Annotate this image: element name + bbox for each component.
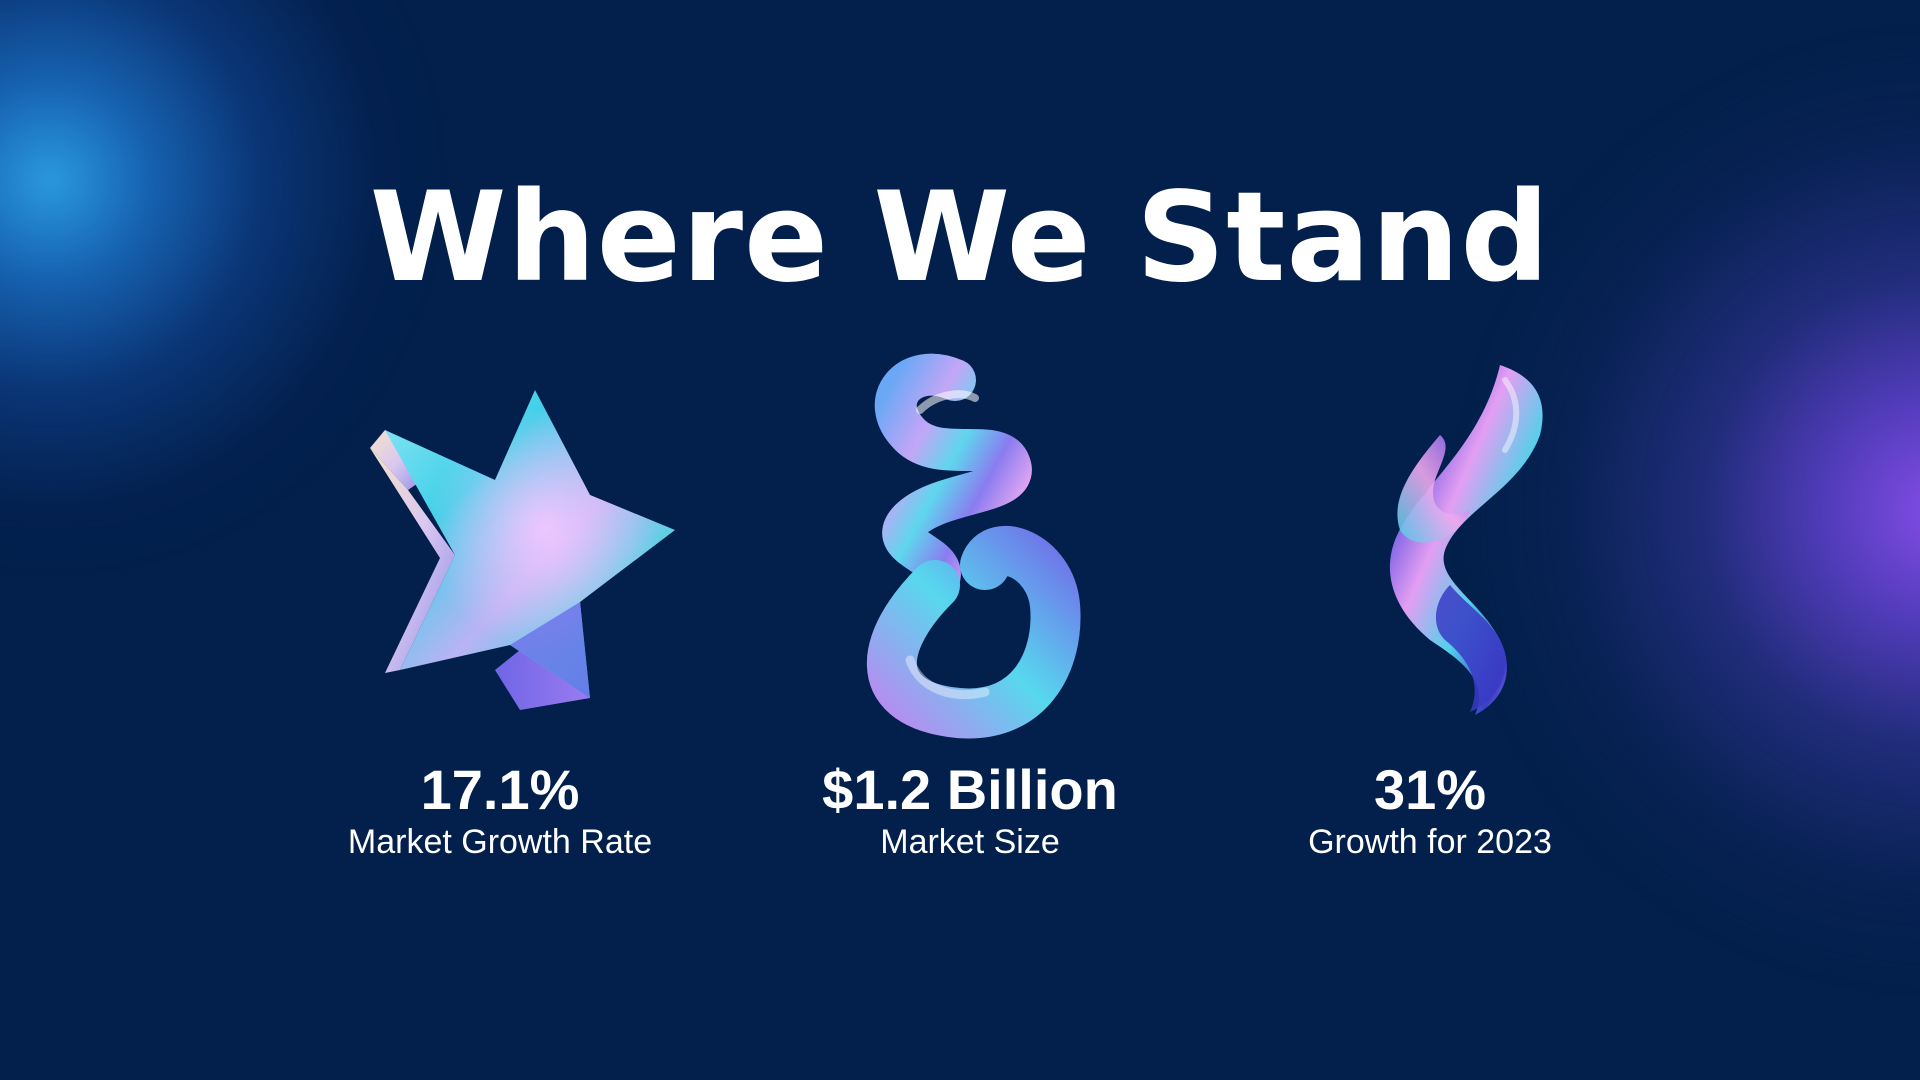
stat-value: 31% — [1373, 758, 1487, 821]
slide-title: Where We Stand — [369, 166, 1551, 310]
stat-value: $1.2 Billion — [822, 758, 1118, 821]
holographic-swirl-icon — [730, 340, 1210, 740]
holographic-ribbon-icon — [1190, 340, 1670, 740]
stat-label: Market Growth Rate — [347, 823, 653, 861]
stat-label: Growth for 2023 — [1308, 823, 1552, 861]
stat-label: Market Size — [880, 823, 1060, 861]
stat-growth-2023: 31% Growth for 2023 — [1190, 340, 1670, 861]
holographic-star-icon — [260, 340, 740, 740]
stat-market-size: $1.2 Billion Market Size — [730, 340, 1210, 861]
stat-market-growth-rate: 17.1% Market Growth Rate — [260, 340, 740, 861]
stat-value: 17.1% — [420, 758, 580, 821]
